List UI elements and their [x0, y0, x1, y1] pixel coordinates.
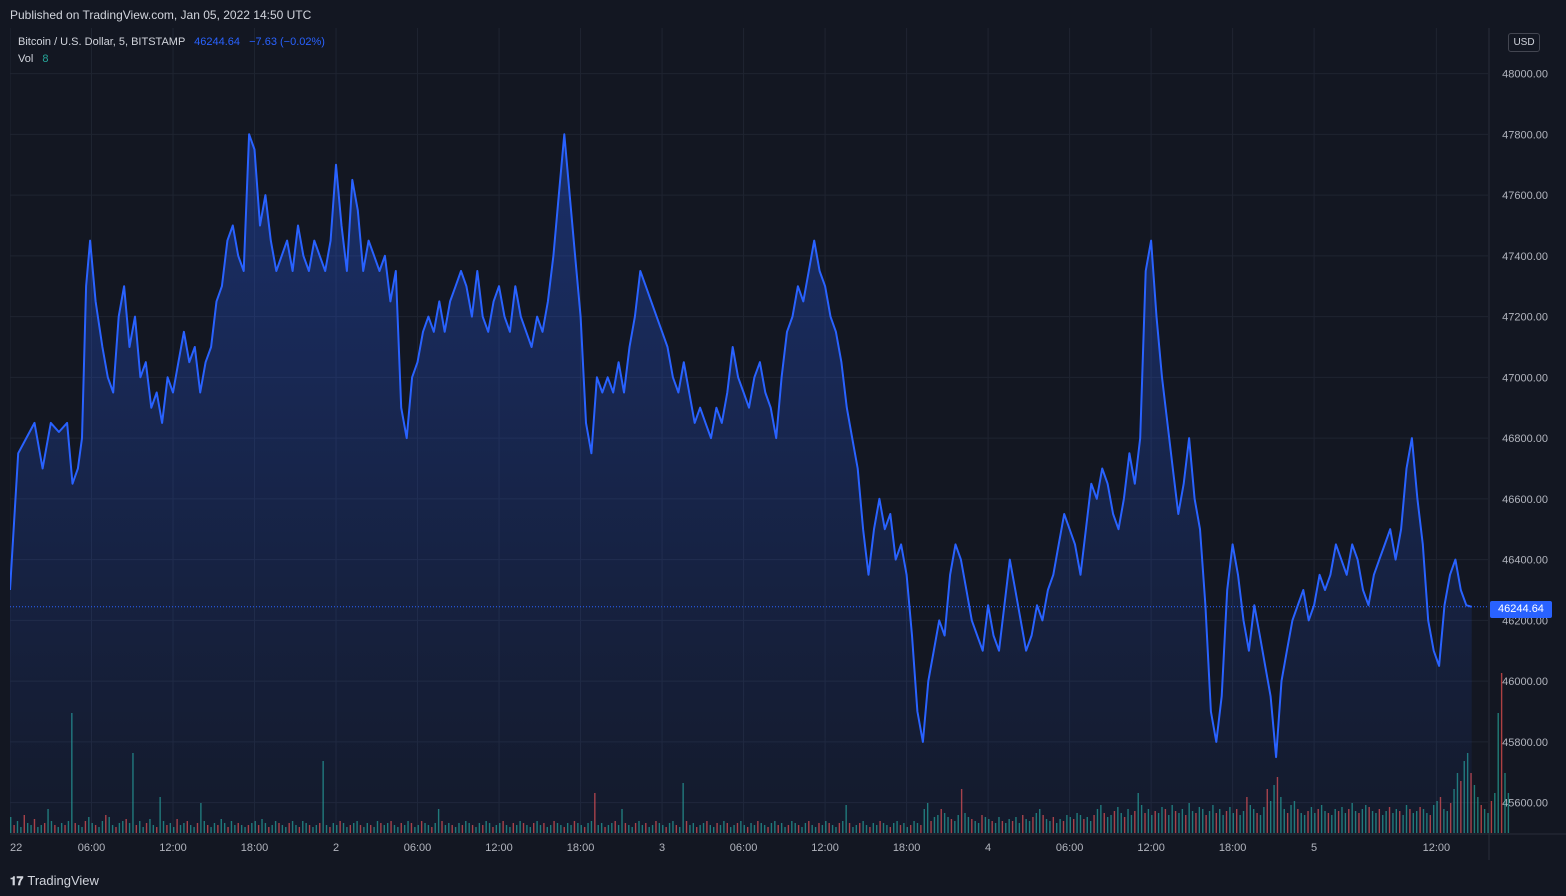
price-change-value: −7.63 (−0.02%) — [249, 36, 325, 48]
tradingview-logo-icon: 𝟏𝟕 — [10, 874, 24, 888]
x-tick-label: 06:00 — [404, 842, 432, 854]
published-note: Published on TradingView.com, Jan 05, 20… — [10, 8, 312, 22]
x-tick-label: 5 — [1311, 842, 1317, 854]
x-tick-label: 18:00 — [567, 842, 595, 854]
last-price-value: 46244.64 — [194, 36, 241, 48]
symbol-name[interactable]: Bitcoin / U.S. Dollar, 5, BITSTAMP — [18, 36, 186, 48]
volume-label: Vol — [18, 53, 34, 65]
price-line[interactable] — [10, 133, 1472, 759]
volume-bar — [1494, 793, 1496, 833]
x-tick-label: 12:00 — [159, 842, 187, 854]
y-tick-label: 45600.00 — [1502, 798, 1548, 810]
current-price-badge: 46244.64 — [1490, 601, 1552, 618]
volume-value: 8 — [42, 53, 49, 65]
x-tick-label: 06:00 — [1056, 842, 1084, 854]
price-chart[interactable]: 45600.00 45800.00 46000.00 46200.00 46400.00… — [10, 28, 1566, 860]
y-tick-label: 47200.00 — [1502, 312, 1548, 324]
x-tick-label: 18:00 — [893, 842, 921, 854]
volume-bar — [1473, 785, 1476, 833]
volume-bar — [1504, 773, 1506, 833]
y-tick-label: 46000.00 — [1502, 676, 1548, 688]
y-tick-label: 48000.00 — [1502, 69, 1548, 81]
x-tick-label: 18:00 — [1219, 842, 1247, 854]
y-tick-label: 47000.00 — [1502, 372, 1548, 384]
x-tick-label: 4 — [985, 842, 991, 854]
y-tick-label: 45800.00 — [1502, 737, 1548, 749]
x-tick-label: 06:00 — [730, 842, 758, 854]
chart-frame[interactable]: 45600.00 45800.00 46000.00 46200.00 46400.00… — [10, 28, 1566, 860]
x-tick-label: 06:00 — [78, 842, 106, 854]
tradingview-brand: TradingView — [27, 873, 99, 888]
y-tick-label: 46400.00 — [1502, 555, 1548, 567]
price-area-fill — [10, 134, 1472, 834]
x-tick-label: 22 — [10, 842, 22, 854]
x-tick-label: 3 — [659, 842, 665, 854]
y-tick-label: 46800.00 — [1502, 433, 1548, 445]
y-tick-label: 47800.00 — [1502, 129, 1548, 141]
y-tick-label: 47600.00 — [1502, 190, 1548, 202]
volume-bar — [1483, 809, 1486, 833]
x-tick-label: 12:00 — [1423, 842, 1451, 854]
x-tick-label: 18:00 — [241, 842, 269, 854]
footer — [0, 862, 1566, 896]
x-tick-label: 12:00 — [811, 842, 839, 854]
symbol-legend: Bitcoin / U.S. Dollar, 5, BITSTAMP 46244… — [18, 36, 325, 48]
y-tick-label: 46200.00 — [1502, 615, 1548, 627]
x-tick-label: 12:00 — [485, 842, 513, 854]
y-tick-label: 46600.00 — [1502, 494, 1548, 506]
volume-bar — [1477, 797, 1479, 833]
volume-bar — [1500, 673, 1503, 833]
volume-bar — [1480, 805, 1482, 833]
y-tick-label: 47400.00 — [1502, 251, 1548, 263]
volume-bar — [1490, 801, 1493, 833]
top-bar: Published on TradingView.com, Jan 05, 20… — [0, 0, 1566, 28]
volume-legend: Vol 8 — [18, 53, 48, 65]
currency-scale-button[interactable]: USD — [1508, 33, 1540, 52]
x-tick-label: 12:00 — [1137, 842, 1165, 854]
volume-bar — [1507, 793, 1510, 833]
tradingview-logo[interactable]: 𝟏𝟕 TradingView — [10, 873, 99, 889]
x-tick-label: 2 — [333, 842, 339, 854]
volume-bar — [1487, 813, 1489, 833]
volume-bar — [1497, 713, 1499, 833]
